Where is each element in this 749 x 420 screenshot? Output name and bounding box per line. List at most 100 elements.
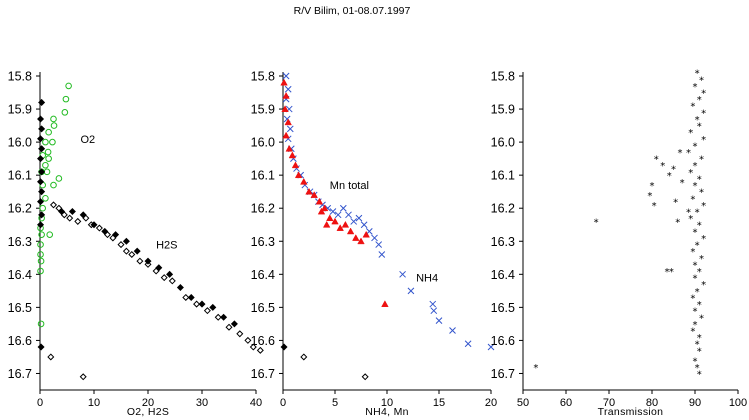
panel-o2-h2s-series-2-point-7 [95, 224, 103, 232]
panel-o2-h2s-series-1-point-0 [38, 98, 46, 106]
panel-transmission-series-0: ****************************************… [533, 69, 706, 381]
panel-nh4-mn-series-0-point-28 [399, 270, 406, 278]
panel-transmission-series-0-point-40: * [697, 333, 702, 344]
panel-transmission-x-axis-label: Transmission [598, 406, 664, 418]
panel-nh4-mn-series-1-point-1 [282, 92, 290, 99]
panel-transmission-series-0-point-12: * [686, 148, 691, 159]
panel-nh4-mn: 15.8 15.9 16.0 16.1 16.2 16.3 16.4 16.5 16.6 16.7… [251, 70, 497, 419]
panel-o2-h2s-series-1-point-10 [38, 211, 46, 219]
panel-transmission-series-0-point-37: * [699, 313, 704, 324]
panel-nh4-mn-series-0-point-35 [487, 343, 495, 351]
panel-nh4-mn-series-1-point-19 [346, 227, 355, 235]
panel-transmission-series-0-point-16: * [697, 174, 702, 185]
panel-transmission-series-0-point-26: * [695, 241, 700, 252]
panel-transmission-series-0-point-21: * [695, 208, 700, 219]
panel-o2-h2s-xtick-label-1: 10 [88, 397, 100, 409]
panel-transmission-series-0-point-50: * [647, 191, 652, 202]
panel-nh4-mn-series-0-point-34 [464, 340, 472, 348]
panel-o2-h2s-series-2-point-19 [193, 300, 201, 308]
panel-o2-h2s-xtick-label-3: 30 [196, 397, 208, 409]
panel-nh4-mn-ytick-label-7: 16.5 [251, 301, 275, 315]
panel-transmission-series-0-point-29: * [693, 260, 698, 271]
panel-transmission-ytick-label-2: 16.0 [491, 136, 515, 150]
panel-nh4-mn-series-1-point-24 [381, 300, 389, 307]
panel-o2-h2s-series-3-point-2 [79, 211, 87, 219]
panel-nh4-mn-series-1-point-2 [281, 105, 289, 112]
panel-o2-h2s-ytick-label-4: 16.2 [8, 202, 32, 216]
panel-o2-h2s-series-0-point-18 [39, 204, 47, 212]
panel-nh4-mn-ytick-label-2: 16.0 [251, 136, 275, 150]
panel-nh4-mn-series-0-point-27 [378, 251, 386, 258]
panel-o2-h2s-series-0-point-1 [61, 109, 69, 116]
panel-nh4-mn-series-0-point-1 [284, 85, 292, 93]
panel-o2-h2s-series-3-point-15 [220, 313, 228, 321]
panel-nh4-mn-annotation-0: Mn total [330, 180, 369, 192]
panel-o2-h2s-series-2-point-21 [214, 313, 222, 321]
panel-transmission-series-0-point-39: * [690, 327, 695, 338]
panel-transmission-ytick-label-4: 16.2 [491, 202, 515, 216]
panel-o2-h2s-series-2-point-20 [203, 307, 211, 315]
panel-o2-h2s-series-1-point-7 [37, 178, 45, 186]
panel-nh4-mn-series-1-point-15 [326, 214, 334, 222]
panel-o2-h2s-series-1-point-4 [38, 145, 46, 153]
panel-nh4-mn-ytick-label-4: 16.2 [251, 202, 275, 216]
panel-transmission-series-0-point-25: * [701, 234, 706, 245]
panel-nh4-mn-series-1-point-4 [282, 131, 290, 139]
panel-transmission-series-0-point-2: * [693, 82, 698, 93]
panel-nh4-mn-ytick-label-9: 16.7 [251, 367, 275, 381]
panel-nh4-mn-xtick-label-2: 10 [381, 397, 393, 409]
panel-nh4-mn-series-1-point-10 [305, 187, 313, 195]
panel-o2-h2s-ytick-label-2: 16.0 [8, 136, 32, 150]
panel-transmission-series-0-point-11: * [693, 141, 698, 152]
panel-transmission-xtick-label-0: 50 [517, 397, 529, 409]
panel-o2-h2s-series-3 [37, 208, 238, 351]
panel-o2-h2s-series-1-point-3 [37, 135, 45, 143]
panel-transmission-series-0-point-55: * [673, 198, 678, 209]
panel-nh4-mn-series-0-point-17 [329, 208, 337, 215]
panel-nh4-mn-series-1-point-14 [317, 207, 326, 215]
panel-o2-h2s-series-2-point-12 [128, 250, 136, 258]
panel-transmission-series-0-point-61: * [533, 363, 538, 374]
panel-nh4-mn-series-1-point-0 [280, 78, 288, 86]
panel-nh4-mn-series-1-point-5 [285, 144, 293, 152]
panel-o2-h2s-series-2-point-13 [136, 257, 144, 265]
panel-transmission-series-0-point-19: * [690, 194, 695, 205]
panel-nh4-mn-xtick-label-3: 15 [433, 397, 445, 409]
panel-transmission-ytick-label-6: 16.4 [491, 268, 515, 282]
panel-o2-h2s-ytick-label-0: 15.8 [8, 70, 32, 84]
panel-transmission-ytick-label-1: 15.9 [491, 103, 515, 117]
panel-transmission-xtick-label-2: 70 [603, 397, 615, 409]
panel-o2-h2s-annotation-0: O2 [81, 134, 96, 146]
panel-transmission-series-0-point-3: * [701, 89, 706, 100]
panel-o2-h2s-series-0-point-26 [37, 267, 44, 275]
panel-nh4-mn-series-1-point-16 [331, 217, 339, 225]
panel-o2-h2s-series-3-point-17 [37, 343, 45, 351]
panel-nh4-mn-series-2 [280, 343, 288, 351]
panel-transmission-series-0-point-13: * [699, 155, 704, 166]
panel-o2-h2s-series-0-point-22 [37, 241, 44, 248]
panel-nh4-mn-series-1-point-3 [284, 118, 292, 126]
panel-nh4-mn-series-3-point-1 [361, 373, 369, 381]
panel-o2-h2s-series-3-point-8 [144, 257, 152, 265]
panel-nh4-mn-series-0-point-21 [350, 218, 358, 225]
panel-nh4-mn-series-0-point-33 [449, 327, 456, 334]
panel-transmission-series-0-point-27: * [690, 247, 695, 258]
panel-transmission-xtick-label-4: 90 [689, 397, 701, 409]
panel-nh4-mn-series-0-point-25 [371, 234, 378, 242]
panel-transmission-ytick-label-8: 16.6 [491, 334, 515, 348]
panel-transmission-series-0-point-32: * [701, 280, 706, 291]
panel-nh4-mn-series-1-point-12 [315, 197, 324, 205]
panel-o2-h2s-series-3-point-7 [133, 247, 141, 255]
panel-transmission-series-0-point-45: * [697, 369, 702, 380]
panel-o2-h2s-series-0-point-2 [62, 95, 70, 103]
panel-o2-h2s-series-2-point-17 [168, 277, 176, 285]
panel-o2-h2s-series-1-point-1 [37, 115, 45, 123]
panel-nh4-mn-series-1-point-17 [336, 224, 344, 231]
panel-o2-h2s-series-0-point-14 [55, 175, 63, 182]
panel-o2-h2s-series-3-point-3 [90, 221, 98, 229]
panel-nh4-mn-series-0-point-32 [435, 317, 443, 324]
panel-o2-h2s-series-1 [37, 98, 46, 229]
panel-o2-h2s-series-0-point-24 [37, 251, 44, 258]
panel-nh4-mn-series-1-point-18 [341, 220, 350, 228]
